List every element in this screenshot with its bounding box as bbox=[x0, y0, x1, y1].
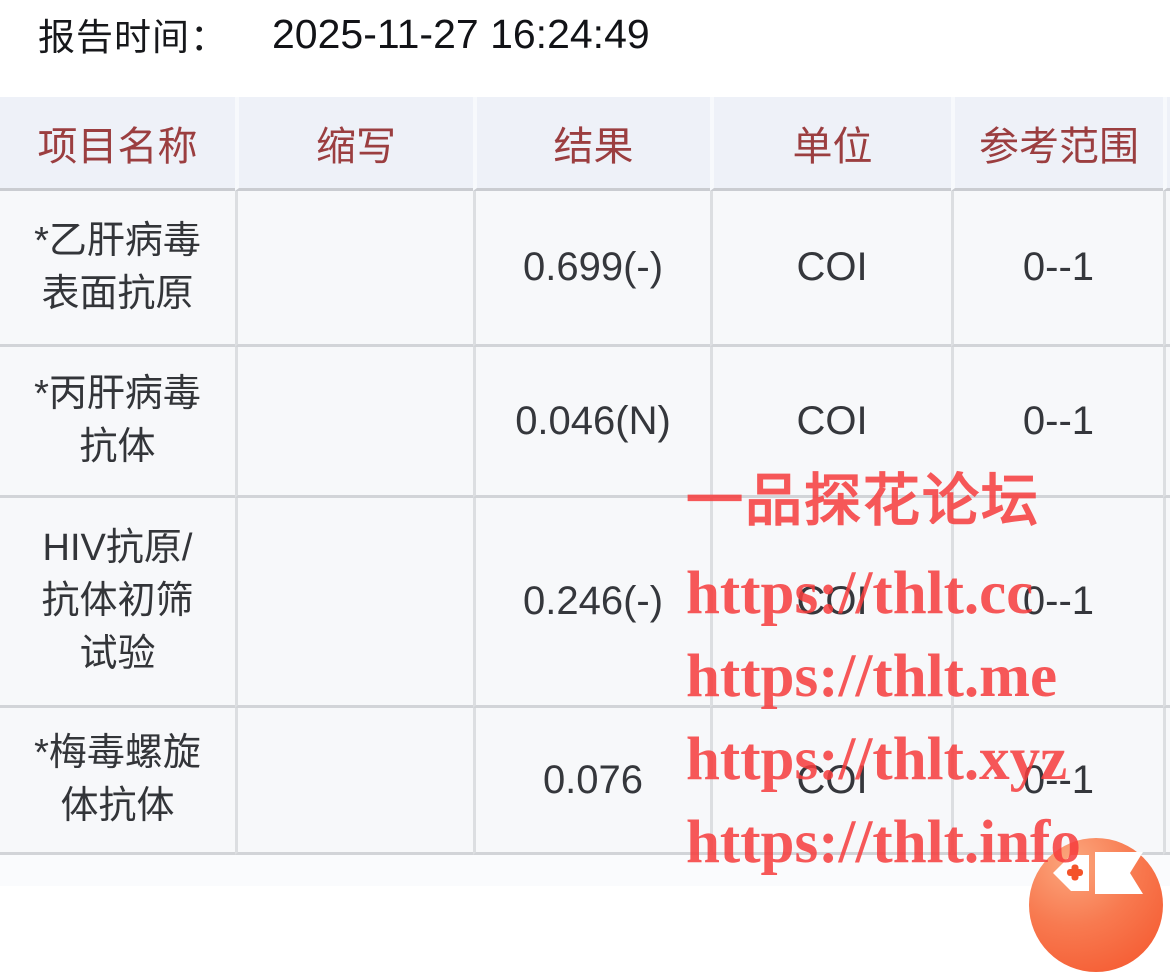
item-name-cell: *乙肝病毒 表面抗原 bbox=[0, 191, 235, 347]
row-overflow-sliver bbox=[1163, 347, 1170, 498]
lab-results-table: 项目名称 缩写 结果 单位 参考范围 *乙肝病毒 表面抗原 0.699(-) C… bbox=[0, 97, 1170, 855]
row-overflow-sliver bbox=[1163, 498, 1170, 708]
report-time-label: 报告时间： bbox=[38, 17, 228, 58]
header-reference-range: 参考范围 bbox=[951, 97, 1163, 191]
header-overflow-sliver bbox=[1163, 97, 1170, 191]
item-name-cell: HIV抗原/ 抗体初筛 试验 bbox=[0, 498, 235, 708]
floating-action-button[interactable] bbox=[1029, 838, 1163, 972]
header-unit: 单位 bbox=[710, 97, 951, 191]
row-overflow-sliver bbox=[1163, 708, 1170, 855]
bottom-strip bbox=[0, 855, 1170, 886]
item-name-cell: *梅毒螺旋 体抗体 bbox=[0, 708, 235, 855]
result-cell: 0.046(N) bbox=[473, 347, 710, 498]
abbreviation-cell bbox=[235, 708, 473, 855]
result-cell: 0.076 bbox=[473, 708, 710, 855]
abbreviation-cell bbox=[235, 498, 473, 708]
header-result: 结果 bbox=[473, 97, 710, 191]
unit-cell: COI bbox=[710, 347, 951, 498]
item-name-cell: *丙肝病毒 抗体 bbox=[0, 347, 235, 498]
item-name-text: *丙肝病毒 抗体 bbox=[34, 373, 201, 468]
unit-cell: COI bbox=[710, 191, 951, 347]
header-abbreviation: 缩写 bbox=[235, 97, 473, 191]
reference-range-cell: 0--1 bbox=[951, 498, 1163, 708]
row-overflow-sliver bbox=[1163, 191, 1170, 347]
reference-range-cell: 0--1 bbox=[951, 708, 1163, 855]
header-item-name: 项目名称 bbox=[0, 97, 235, 191]
report-time-value: 2025-11-27 16:24:49 bbox=[272, 10, 650, 57]
result-cell: 0.246(-) bbox=[473, 498, 710, 708]
unit-cell: COI bbox=[710, 498, 951, 708]
reference-range-cell: 0--1 bbox=[951, 191, 1163, 347]
item-name-text: HIV抗原/ 抗体初筛 试验 bbox=[41, 527, 194, 675]
abbreviation-cell bbox=[235, 347, 473, 498]
item-name-text: *梅毒螺旋 体抗体 bbox=[34, 732, 201, 827]
result-cell: 0.699(-) bbox=[473, 191, 710, 347]
unit-cell: COI bbox=[710, 708, 951, 855]
abbreviation-cell bbox=[235, 191, 473, 347]
coupon-badge-icon bbox=[1053, 852, 1143, 894]
report-time-line: 报告时间： 2025-11-27 16:24:49 bbox=[38, 6, 650, 62]
reference-range-cell: 0--1 bbox=[951, 347, 1163, 498]
item-name-text: *乙肝病毒 表面抗原 bbox=[34, 219, 201, 315]
